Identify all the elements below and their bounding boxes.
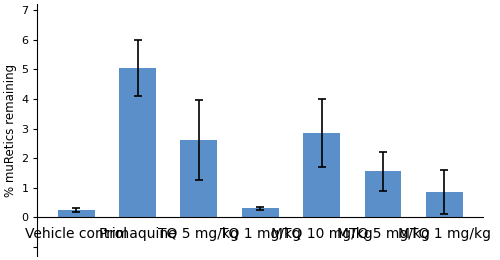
Bar (364, 171, 402, 217)
Y-axis label: % muRetics remaining: % muRetics remaining (4, 63, 17, 197)
Bar (426, 192, 463, 217)
Bar (242, 209, 279, 217)
Bar (58, 210, 94, 217)
Bar (119, 68, 156, 217)
Bar (303, 133, 340, 217)
Bar (180, 140, 218, 217)
